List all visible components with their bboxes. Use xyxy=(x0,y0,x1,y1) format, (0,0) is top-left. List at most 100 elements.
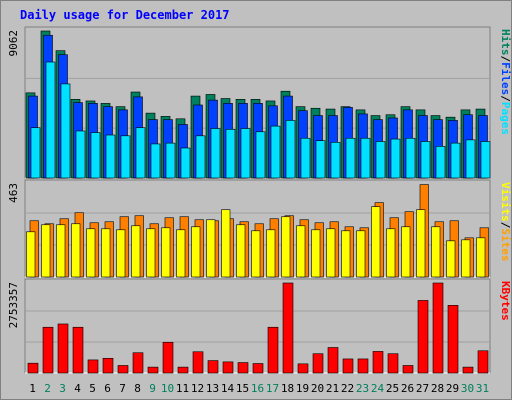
bar-pages-day-12 xyxy=(195,135,206,179)
panel-3-legend: KBytes xyxy=(499,281,512,321)
bar-sites-day-4 xyxy=(71,223,81,278)
bar-pages-day-1 xyxy=(30,127,41,179)
bar-pages-day-9 xyxy=(150,143,161,179)
bar-pages-day-2 xyxy=(45,61,56,179)
day-label-5: 5 xyxy=(89,382,96,395)
bar-sites-day-21 xyxy=(326,228,336,278)
bar-pages-day-8 xyxy=(135,127,146,179)
day-label-21: 21 xyxy=(326,382,339,395)
legend-pages: Pages xyxy=(499,102,512,135)
bar-sites-day-19 xyxy=(296,225,306,278)
bar-pages-day-22 xyxy=(345,137,356,179)
bar-kbytes-day-22 xyxy=(342,358,354,374)
bar-kbytes-day-8 xyxy=(132,352,144,374)
bar-pages-day-27 xyxy=(420,141,431,179)
bar-kbytes-day-21 xyxy=(327,347,339,374)
legend-separator: / xyxy=(499,56,512,63)
bar-sites-day-17 xyxy=(266,229,276,278)
bar-kbytes-day-29 xyxy=(447,305,459,374)
day-label-2: 2 xyxy=(44,382,51,395)
bar-sites-day-25 xyxy=(386,228,396,278)
bar-kbytes-day-12 xyxy=(192,351,204,374)
day-label-1: 1 xyxy=(29,382,36,395)
bar-sites-day-2 xyxy=(41,224,51,278)
bar-pages-day-13 xyxy=(210,128,221,179)
bar-pages-day-16 xyxy=(255,131,266,179)
bar-pages-day-21 xyxy=(330,142,341,179)
panel-2-ymax-label: 463 xyxy=(7,183,20,203)
bar-pages-day-10 xyxy=(165,142,176,179)
bar-kbytes-day-31 xyxy=(477,350,489,374)
bar-kbytes-day-16 xyxy=(252,363,264,374)
bar-pages-day-4 xyxy=(75,130,86,179)
bar-kbytes-day-13 xyxy=(207,360,219,374)
panel-3-ymax-label: 2753357 xyxy=(7,282,20,328)
bar-sites-day-27 xyxy=(416,209,426,278)
day-label-27: 27 xyxy=(416,382,429,395)
bar-kbytes-day-26 xyxy=(402,365,414,374)
bar-sites-day-20 xyxy=(311,229,321,278)
bar-pages-day-5 xyxy=(90,132,101,179)
day-label-13: 13 xyxy=(206,382,219,395)
bar-kbytes-day-17 xyxy=(267,326,279,374)
bar-sites-day-3 xyxy=(56,224,66,278)
day-label-17: 17 xyxy=(266,382,279,395)
day-label-10: 10 xyxy=(161,382,174,395)
bar-kbytes-day-24 xyxy=(372,351,384,374)
bar-kbytes-day-25 xyxy=(387,353,399,374)
day-label-9: 9 xyxy=(149,382,156,395)
bar-kbytes-day-1 xyxy=(27,362,39,374)
legend-hits: Hits xyxy=(499,29,512,56)
bar-sites-day-30 xyxy=(461,239,471,278)
day-label-12: 12 xyxy=(191,382,204,395)
bar-kbytes-day-2 xyxy=(42,326,54,374)
bar-sites-day-23 xyxy=(356,230,366,278)
chart-title: Daily usage for December 2017 xyxy=(20,8,230,22)
bar-pages-day-25 xyxy=(390,138,401,179)
day-label-4: 4 xyxy=(74,382,81,395)
bar-pages-day-3 xyxy=(60,83,71,179)
bar-sites-day-26 xyxy=(401,226,411,278)
panel-2-legend: Visits/Sites xyxy=(499,182,512,262)
bar-kbytes-day-7 xyxy=(117,365,129,374)
panel-1-legend: Hits/Files/Pages xyxy=(499,29,512,135)
bar-kbytes-day-27 xyxy=(417,300,429,374)
bar-sites-day-5 xyxy=(86,228,96,278)
bar-kbytes-day-23 xyxy=(357,358,369,374)
bar-sites-day-1 xyxy=(26,231,36,278)
day-label-7: 7 xyxy=(119,382,126,395)
bar-kbytes-day-5 xyxy=(87,359,99,374)
bar-pages-day-18 xyxy=(285,120,296,179)
bar-sites-day-14 xyxy=(221,209,231,278)
bar-kbytes-day-28 xyxy=(432,282,444,374)
bar-pages-day-26 xyxy=(405,137,416,179)
bar-sites-day-28 xyxy=(431,226,441,278)
bar-pages-day-29 xyxy=(450,142,461,179)
day-label-6: 6 xyxy=(104,382,111,395)
bar-pages-day-6 xyxy=(105,134,116,179)
bar-kbytes-day-14 xyxy=(222,361,234,374)
bar-pages-day-11 xyxy=(180,147,191,179)
bar-sites-day-15 xyxy=(236,224,246,278)
day-label-3: 3 xyxy=(59,382,66,395)
bar-kbytes-day-10 xyxy=(162,341,174,374)
day-label-31: 31 xyxy=(476,382,489,395)
legend-separator: / xyxy=(499,222,512,229)
bar-pages-day-24 xyxy=(375,141,386,179)
bar-sites-day-9 xyxy=(146,228,156,278)
day-label-11: 11 xyxy=(176,382,189,395)
legend-files: Files xyxy=(499,62,512,95)
panel-1-ymax-label: 9062 xyxy=(7,30,20,57)
bar-sites-day-16 xyxy=(251,230,261,278)
day-label-18: 18 xyxy=(281,382,294,395)
day-label-8: 8 xyxy=(134,382,141,395)
bar-pages-day-15 xyxy=(240,128,251,179)
day-label-28: 28 xyxy=(431,382,444,395)
bar-pages-day-20 xyxy=(315,140,326,179)
bar-pages-day-14 xyxy=(225,129,236,179)
bar-pages-day-23 xyxy=(360,137,371,179)
bar-sites-day-8 xyxy=(131,225,141,278)
bar-kbytes-day-20 xyxy=(312,353,324,374)
bar-sites-day-31 xyxy=(476,237,486,278)
